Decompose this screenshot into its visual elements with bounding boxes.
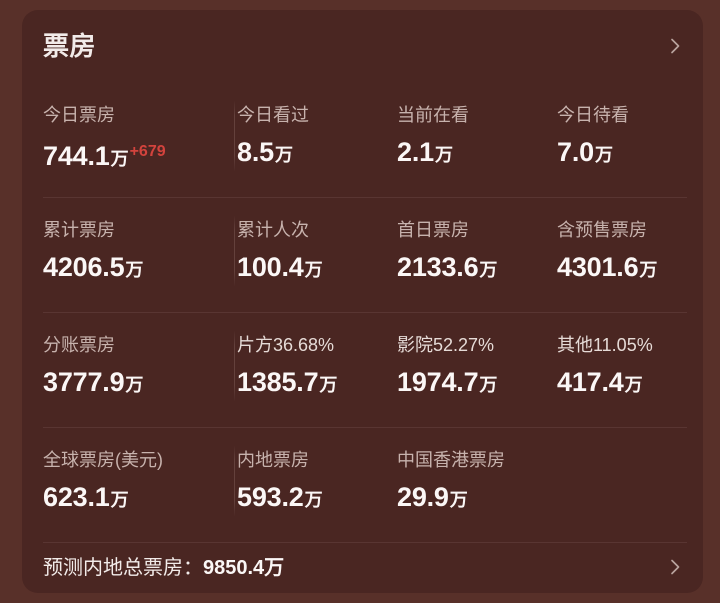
- metric-cell[interactable]: 影院52.27% 1974.7万: [397, 312, 555, 427]
- card-header[interactable]: 票房: [22, 10, 703, 82]
- metric-label: 累计票房: [43, 220, 115, 240]
- metric-row: 今日票房 744.1万+679 今日看过 8.5万 当前在看 2.1万: [22, 82, 703, 197]
- forecast-value: 9850.4万: [203, 557, 285, 579]
- column-divider: [234, 330, 235, 402]
- metric-cell[interactable]: 累计票房 4206.5万: [43, 197, 233, 312]
- metric-number: 417.4: [557, 367, 624, 397]
- metrics-grid: 今日票房 744.1万+679 今日看过 8.5万 当前在看 2.1万: [22, 82, 703, 542]
- metric-label: 今日票房: [43, 105, 115, 125]
- metric-cell[interactable]: 当前在看 2.1万: [397, 82, 555, 197]
- metric-unit: 万: [304, 490, 323, 510]
- forecast-text: 预测内地总票房：9850.4万: [43, 555, 284, 581]
- forecast-label: 预测内地总票房：: [43, 557, 203, 579]
- chevron-right-icon[interactable]: [665, 36, 685, 56]
- metric-cell[interactable]: 其他11.05% 417.4万: [557, 312, 703, 427]
- metric-cell[interactable]: 中国香港票房 29.9万: [397, 427, 555, 542]
- metric-value: 7.0万: [557, 136, 613, 173]
- metric-value: 623.1万: [43, 481, 129, 518]
- metric-value: 100.4万: [237, 251, 323, 288]
- metric-delta-badge: +679: [129, 143, 166, 160]
- metric-number: 29.9: [397, 482, 449, 512]
- metric-number: 623.1: [43, 482, 110, 512]
- metric-label: 其他11.05%: [557, 335, 653, 355]
- metric-value: 2133.6万: [397, 251, 497, 288]
- metric-unit: 万: [479, 375, 498, 395]
- metric-label: 今日待看: [557, 105, 629, 125]
- column-divider: [234, 215, 235, 287]
- metric-cell[interactable]: 今日待看 7.0万: [557, 82, 703, 197]
- metric-label: 分账票房: [43, 335, 115, 355]
- metric-unit: 万: [274, 145, 293, 165]
- metric-row: 分账票房 3777.9万 片方36.68% 1385.7万 影院52.27% 1…: [22, 312, 703, 427]
- metric-label: 影院52.27%: [397, 335, 495, 355]
- metric-number: 4301.6: [557, 252, 639, 282]
- metric-number: 593.2: [237, 482, 304, 512]
- metric-value: 29.9万: [397, 481, 468, 518]
- metric-label: 内地票房: [237, 450, 309, 470]
- metric-value: 593.2万: [237, 481, 323, 518]
- metric-label: 首日票房: [397, 220, 469, 240]
- metric-value: 744.1万+679: [43, 136, 166, 177]
- boxoffice-card: 票房 今日票房 744.1万+679 今日看过: [22, 10, 703, 593]
- metric-cell[interactable]: 今日票房 744.1万+679: [43, 82, 233, 197]
- metric-cell[interactable]: 分账票房 3777.9万: [43, 312, 233, 427]
- metric-cell[interactable]: 全球票房(美元) 623.1万: [43, 427, 233, 542]
- metric-value: 2.1万: [397, 136, 453, 173]
- metric-unit: 万: [449, 490, 468, 510]
- metric-cell[interactable]: 内地票房 593.2万: [237, 427, 395, 542]
- metric-label: 当前在看: [397, 105, 469, 125]
- metric-number: 744.1: [43, 141, 110, 171]
- chevron-right-icon[interactable]: [665, 557, 685, 577]
- metric-number: 100.4: [237, 252, 304, 282]
- metric-value: 4301.6万: [557, 251, 657, 288]
- metric-unit: 万: [624, 375, 643, 395]
- metric-unit: 万: [639, 260, 658, 280]
- metric-value: 4206.5万: [43, 251, 143, 288]
- metric-number: 4206.5: [43, 252, 125, 282]
- metric-number: 2133.6: [397, 252, 479, 282]
- metric-unit: 万: [479, 260, 498, 280]
- metric-unit: 万: [304, 260, 323, 280]
- metric-value: 3777.9万: [43, 366, 143, 403]
- metric-cell[interactable]: 片方36.68% 1385.7万: [237, 312, 395, 427]
- metric-unit: 万: [110, 149, 129, 169]
- metric-cell[interactable]: 首日票房 2133.6万: [397, 197, 555, 312]
- metric-number: 7.0: [557, 137, 594, 167]
- metric-number: 1974.7: [397, 367, 479, 397]
- metric-value: 1974.7万: [397, 366, 497, 403]
- metric-value: 8.5万: [237, 136, 293, 173]
- metric-unit: 万: [594, 145, 613, 165]
- metric-cell-empty: [557, 427, 703, 542]
- metric-unit: 万: [434, 145, 453, 165]
- metric-cell[interactable]: 含预售票房 4301.6万: [557, 197, 703, 312]
- metric-label: 今日看过: [237, 105, 309, 125]
- forecast-footer[interactable]: 预测内地总票房：9850.4万: [22, 542, 703, 593]
- metric-label: 全球票房(美元): [43, 450, 163, 470]
- metric-label: 含预售票房: [557, 220, 647, 240]
- metric-unit: 万: [319, 375, 338, 395]
- metric-row: 累计票房 4206.5万 累计人次 100.4万 首日票房 2133.6万: [22, 197, 703, 312]
- metric-number: 2.1: [397, 137, 434, 167]
- metric-cell[interactable]: 累计人次 100.4万: [237, 197, 395, 312]
- metric-unit: 万: [110, 490, 129, 510]
- metric-value: 1385.7万: [237, 366, 337, 403]
- column-divider: [234, 445, 235, 517]
- metric-row: 全球票房(美元) 623.1万 内地票房 593.2万 中国香港票房 29.9万: [22, 427, 703, 542]
- metric-value: 417.4万: [557, 366, 643, 403]
- metric-value: [557, 481, 558, 518]
- metric-unit: 万: [125, 260, 144, 280]
- metric-cell[interactable]: 今日看过 8.5万: [237, 82, 395, 197]
- metric-number: 3777.9: [43, 367, 125, 397]
- metric-unit: 万: [125, 375, 144, 395]
- column-divider: [234, 100, 235, 172]
- metric-number: 8.5: [237, 137, 274, 167]
- metric-label: 片方36.68%: [237, 335, 335, 355]
- metric-number: 1385.7: [237, 367, 319, 397]
- metric-label: 中国香港票房: [397, 450, 505, 470]
- page-title: 票房: [43, 31, 97, 61]
- metric-label: 累计人次: [237, 220, 309, 240]
